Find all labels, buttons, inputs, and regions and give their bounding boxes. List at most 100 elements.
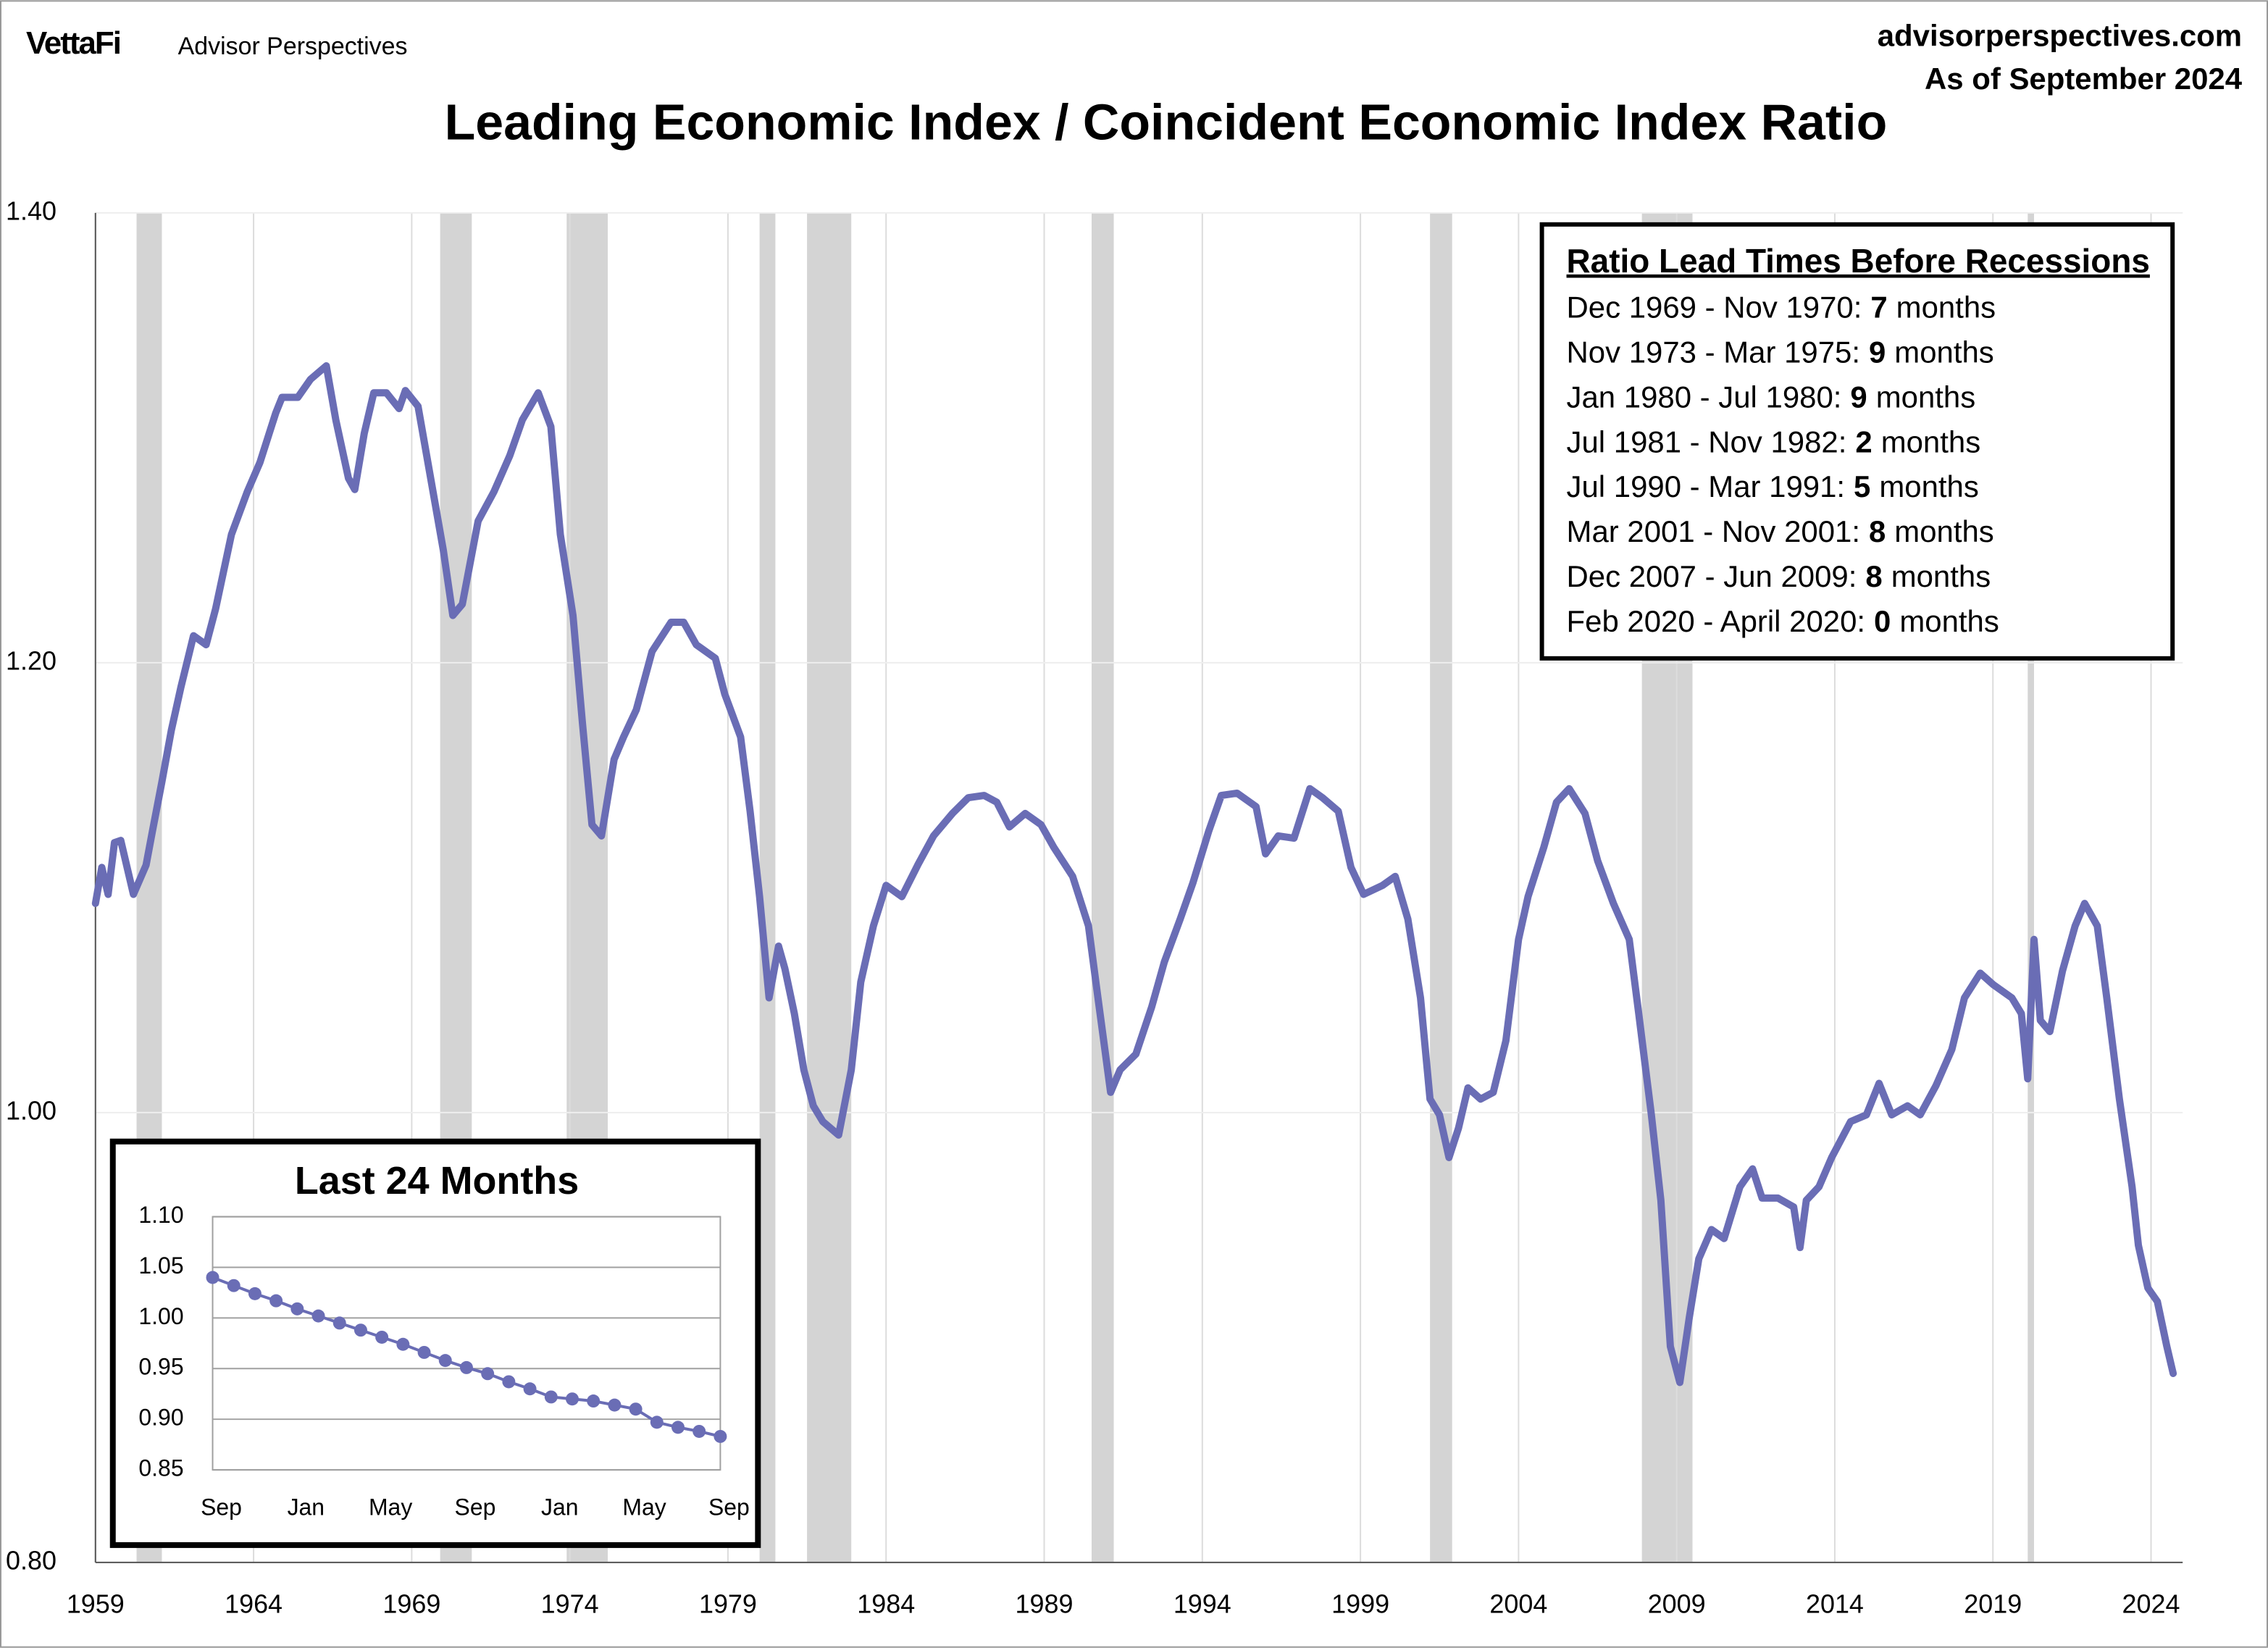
y-tick-label: 0.80 xyxy=(6,1545,57,1575)
site: advisorperspectives.com xyxy=(1878,18,2242,52)
inset-point xyxy=(269,1294,283,1308)
row-unit: months xyxy=(1891,559,1991,593)
row-lead: 8 xyxy=(1865,559,1882,593)
recession-band xyxy=(807,212,852,1563)
inset-x-tick-label: Jan xyxy=(288,1494,325,1520)
inset-point xyxy=(248,1287,261,1300)
x-tick-label: 1969 xyxy=(382,1589,440,1618)
inset-point xyxy=(438,1354,452,1368)
annotation-row: Jan 1980 - Jul 1980: 9 months xyxy=(1567,380,1976,414)
inset-point xyxy=(714,1429,727,1443)
row-lead: 0 xyxy=(1874,604,1891,638)
row-period: Jan 1980 - Jul 1980: xyxy=(1567,380,1842,414)
row-lead: 8 xyxy=(1869,514,1886,548)
row-unit: months xyxy=(1879,469,1978,503)
inset-point xyxy=(544,1390,558,1404)
x-tick-label: 1979 xyxy=(699,1589,757,1618)
inset-point xyxy=(502,1375,516,1389)
inset-point xyxy=(290,1302,304,1316)
inset-point xyxy=(375,1330,389,1344)
x-tick-label: 2024 xyxy=(2122,1589,2180,1618)
row-unit: months xyxy=(1876,380,1975,414)
row-period: Nov 1973 - Mar 1975: xyxy=(1567,335,1860,369)
x-tick-label: 1959 xyxy=(67,1589,125,1618)
annotation-row: Nov 1973 - Mar 1975: 9 months xyxy=(1567,335,1994,369)
row-lead: 7 xyxy=(1870,290,1887,325)
recession-band xyxy=(2028,212,2034,1563)
x-tick-label: 2009 xyxy=(1648,1589,1706,1618)
row-unit: months xyxy=(1896,290,1996,325)
inset-y-tick-label: 1.10 xyxy=(138,1202,183,1228)
inset-point xyxy=(332,1316,346,1330)
row-unit: months xyxy=(1894,335,1993,369)
inset-point xyxy=(353,1323,367,1337)
annotation-box xyxy=(1539,222,2175,661)
inset-title: Last 24 Months xyxy=(295,1159,579,1202)
data-line xyxy=(91,361,2177,1386)
inset-x-tick-label: Sep xyxy=(455,1494,496,1520)
row-unit: months xyxy=(1894,514,1993,548)
y-tick-label: 1.00 xyxy=(6,1095,57,1125)
row-lead: 2 xyxy=(1855,424,1872,459)
inset-point xyxy=(459,1360,473,1374)
recession-band xyxy=(1430,212,1452,1563)
inset-plot-frame xyxy=(212,1216,721,1471)
row-period: Mar 2001 - Nov 2001: xyxy=(1567,514,1860,548)
y-tick-label: 1.20 xyxy=(6,645,57,675)
x-tick-label: 1999 xyxy=(1331,1589,1389,1618)
row-lead: 9 xyxy=(1850,380,1867,414)
x-tick-label: 1994 xyxy=(1173,1589,1231,1618)
inset-y-tick-label: 0.95 xyxy=(138,1354,183,1380)
y-tick-label: 1.40 xyxy=(6,196,57,225)
inset-point xyxy=(311,1309,325,1323)
row-period: Jul 1981 - Nov 1982: xyxy=(1567,424,1847,459)
inset-x-tick-label: May xyxy=(622,1494,666,1520)
inset-point xyxy=(692,1424,706,1438)
inset-point xyxy=(650,1415,664,1429)
brand: Advisor Perspectives xyxy=(178,33,408,60)
chart-title: Leading Economic Index / Coincident Econ… xyxy=(445,93,1888,150)
annotation-row: Mar 2001 - Nov 2001: 8 months xyxy=(1567,514,1994,548)
annotation-title: Ratio Lead Times Before Recessions xyxy=(1567,242,2150,280)
inset-point xyxy=(396,1337,410,1351)
row-period: Feb 2020 - April 2020: xyxy=(1567,604,1866,638)
inset-point xyxy=(417,1345,431,1359)
x-tick-label: 2004 xyxy=(1489,1589,1547,1618)
inset-x-tick-label: Sep xyxy=(201,1494,242,1520)
inset-x-tick-label: Sep xyxy=(708,1494,750,1520)
annotation-row: Feb 2020 - April 2020: 0 months xyxy=(1567,604,1999,638)
row-unit: months xyxy=(1881,424,1980,459)
inset-point xyxy=(608,1398,622,1412)
inset-point xyxy=(629,1402,643,1416)
x-tick-label: 2019 xyxy=(1964,1589,2022,1618)
row-unit: months xyxy=(1899,604,1999,638)
inset-y-tick-label: 1.05 xyxy=(138,1252,183,1279)
x-tick-label: 1984 xyxy=(857,1589,915,1618)
row-lead: 9 xyxy=(1869,335,1886,369)
x-tick-label: 2014 xyxy=(1806,1589,1864,1618)
row-period: Dec 2007 - Jun 2009: xyxy=(1567,559,1857,593)
inset-x-tick-label: Jan xyxy=(541,1494,578,1520)
annotation-row: Dec 1969 - Nov 1970: 7 months xyxy=(1567,290,1996,325)
inset-y-tick-label: 0.85 xyxy=(138,1455,183,1481)
annotation-row: Jul 1981 - Nov 1982: 2 months xyxy=(1567,424,1981,459)
annotation-row: Jul 1990 - Mar 1991: 5 months xyxy=(1567,469,1979,503)
inset-point xyxy=(523,1382,537,1396)
x-tick-label: 1989 xyxy=(1016,1589,1074,1618)
inset-point xyxy=(587,1394,601,1408)
inset-y-tick-label: 0.90 xyxy=(138,1405,183,1431)
x-tick-label: 1964 xyxy=(225,1589,283,1618)
inset-y-tick-label: 1.00 xyxy=(138,1303,183,1329)
row-period: Jul 1990 - Mar 1991: xyxy=(1567,469,1846,503)
inset-x-tick-label: May xyxy=(369,1494,412,1520)
logo: VettaFi xyxy=(26,25,120,61)
row-lead: 5 xyxy=(1854,469,1870,503)
row-period: Dec 1969 - Nov 1970: xyxy=(1567,290,1862,325)
x-tick-label: 1974 xyxy=(541,1589,599,1618)
recession-band xyxy=(759,212,776,1563)
inset-point xyxy=(206,1271,219,1284)
inset-point xyxy=(227,1279,240,1292)
annotation-row: Dec 2007 - Jun 2009: 8 months xyxy=(1567,559,1991,593)
inset-box xyxy=(109,1138,761,1548)
